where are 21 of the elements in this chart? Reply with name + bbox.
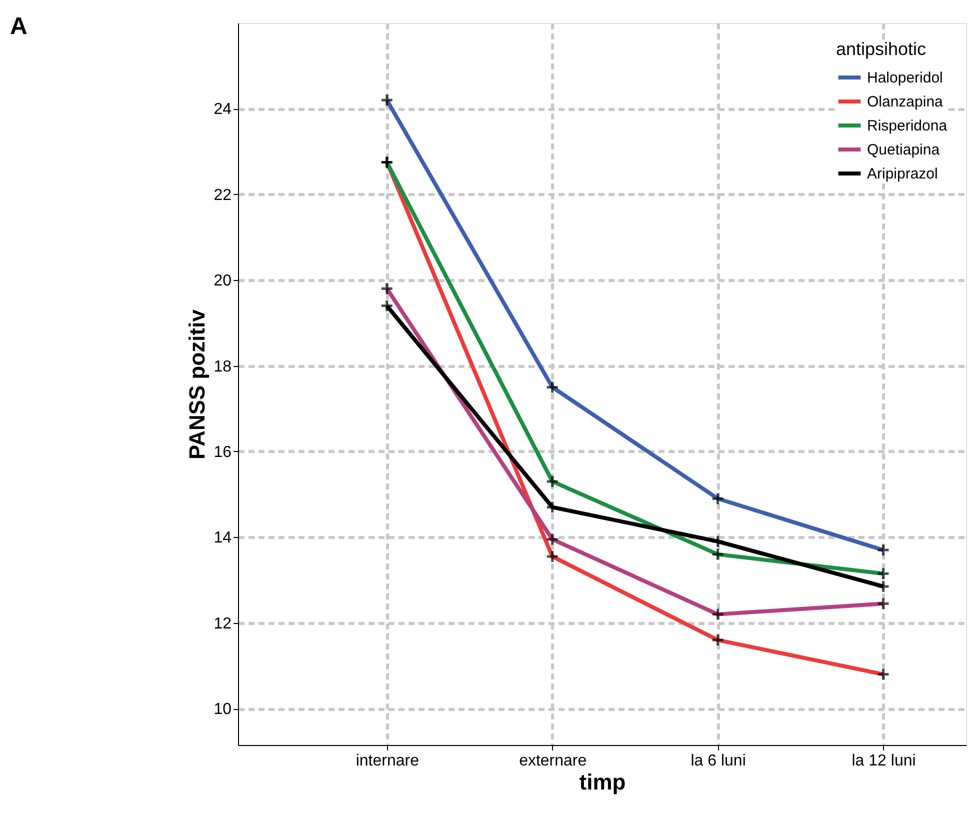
y-tick-label: 22 [214, 186, 232, 204]
y-tick-label: 20 [214, 272, 232, 290]
y-tick-label: 18 [214, 358, 232, 376]
legend-label: Quetiapina [867, 142, 940, 158]
y-tick-label: 10 [214, 701, 232, 718]
x-tick-label: externare [519, 752, 587, 770]
legend-label: Haloperidol [867, 70, 943, 86]
legend-title: antipsihotic [836, 39, 926, 59]
y-tick-label: 16 [214, 444, 232, 461]
legend-label: Risperidona [867, 118, 948, 134]
legend-label: Olanzapina [867, 94, 944, 110]
x-axis-title: timp [579, 770, 626, 794]
text: A [10, 13, 28, 40]
x-tick-label: internare [356, 752, 420, 770]
y-tick-label: 14 [214, 530, 232, 547]
x-tick-label: la 6 luni [690, 752, 746, 770]
x-tick-label: la 12 luni [852, 752, 916, 770]
y-axis-title: PANSS pozitiv [184, 308, 210, 460]
y-tick-label: 12 [214, 615, 232, 632]
y-tick-label: 24 [214, 101, 232, 118]
legend-label: Aripiprazol [867, 166, 938, 182]
